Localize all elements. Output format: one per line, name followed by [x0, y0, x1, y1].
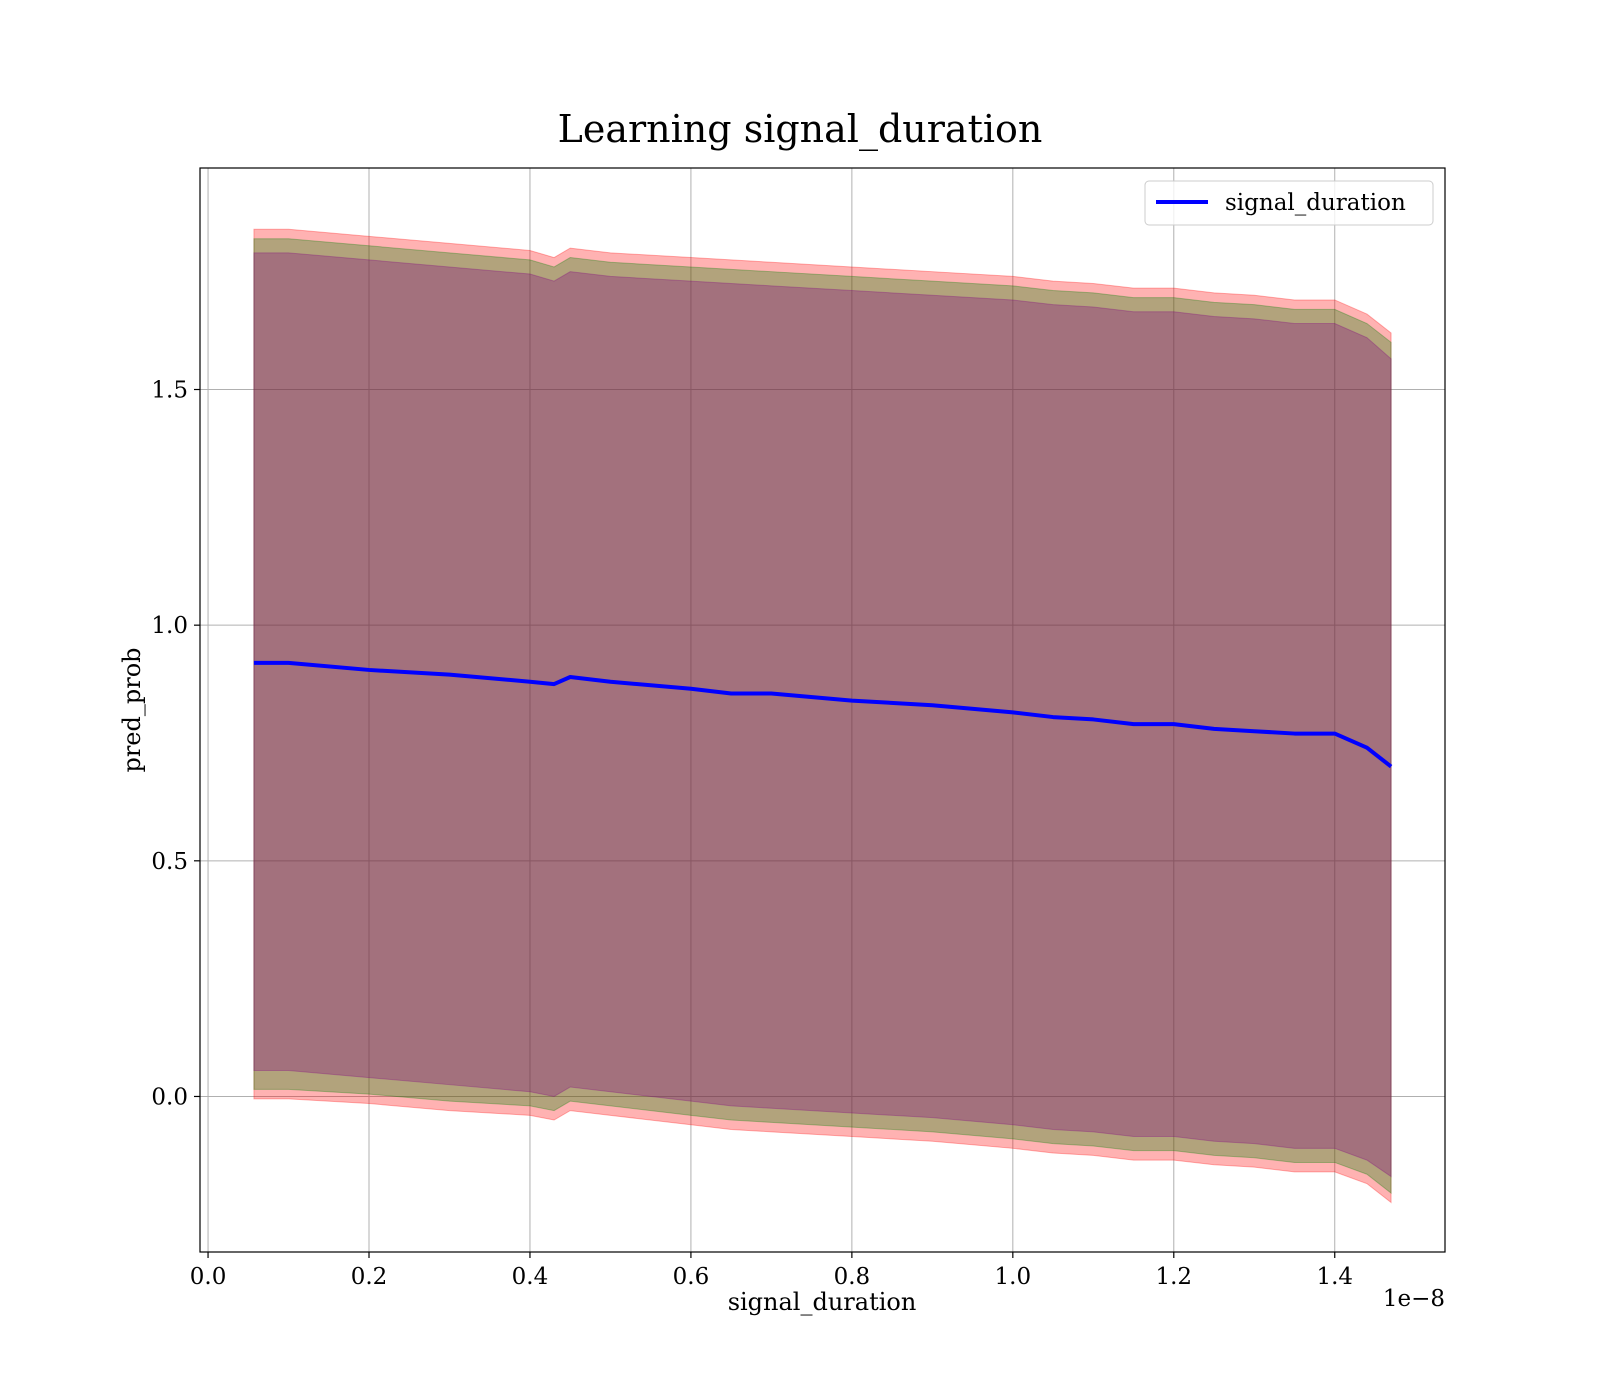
confidence-bands — [253, 228, 1392, 1204]
chart-title: Learning signal_duration — [558, 107, 1043, 152]
plot-frame — [199, 167, 1446, 1253]
confidence-band — [253, 238, 1392, 1195]
grid — [200, 168, 1445, 1252]
x-tick-label: 0.8 — [834, 1264, 871, 1290]
x-tick-label: 1.2 — [1155, 1264, 1192, 1290]
x-tick-label: 1.0 — [995, 1264, 1032, 1290]
legend: signal_duration — [1144, 180, 1434, 226]
x-tick-label: 0.2 — [351, 1264, 388, 1290]
y-tick-label: 0.5 — [151, 849, 188, 875]
confidence-band — [253, 228, 1392, 1204]
series-line — [253, 660, 1393, 769]
x-axis-label: signal_duration — [728, 1288, 917, 1316]
y-axis-ticks: 0.0 0.5 1.0 1.5 — [151, 378, 200, 1110]
legend-label: signal_duration — [1225, 190, 1406, 216]
y-tick-label: 0.0 — [151, 1084, 188, 1110]
x-tick-label: 0.0 — [190, 1264, 227, 1290]
y-tick-label: 1.5 — [151, 378, 188, 404]
x-tick-label: 0.4 — [512, 1264, 549, 1290]
y-axis-label: pred_prob — [118, 647, 146, 772]
legend-box — [1144, 180, 1434, 226]
x-axis-ticks: 0.0 0.2 0.4 0.6 0.8 1.0 1.2 1.4 — [190, 1252, 1353, 1290]
y-tick-label: 1.0 — [151, 613, 188, 639]
x-axis-offset-text: 1e−8 — [1383, 1286, 1445, 1312]
series-lines — [253, 660, 1393, 769]
x-tick-label: 0.6 — [673, 1264, 710, 1290]
x-tick-label: 1.4 — [1316, 1264, 1353, 1290]
confidence-band — [253, 252, 1392, 1178]
